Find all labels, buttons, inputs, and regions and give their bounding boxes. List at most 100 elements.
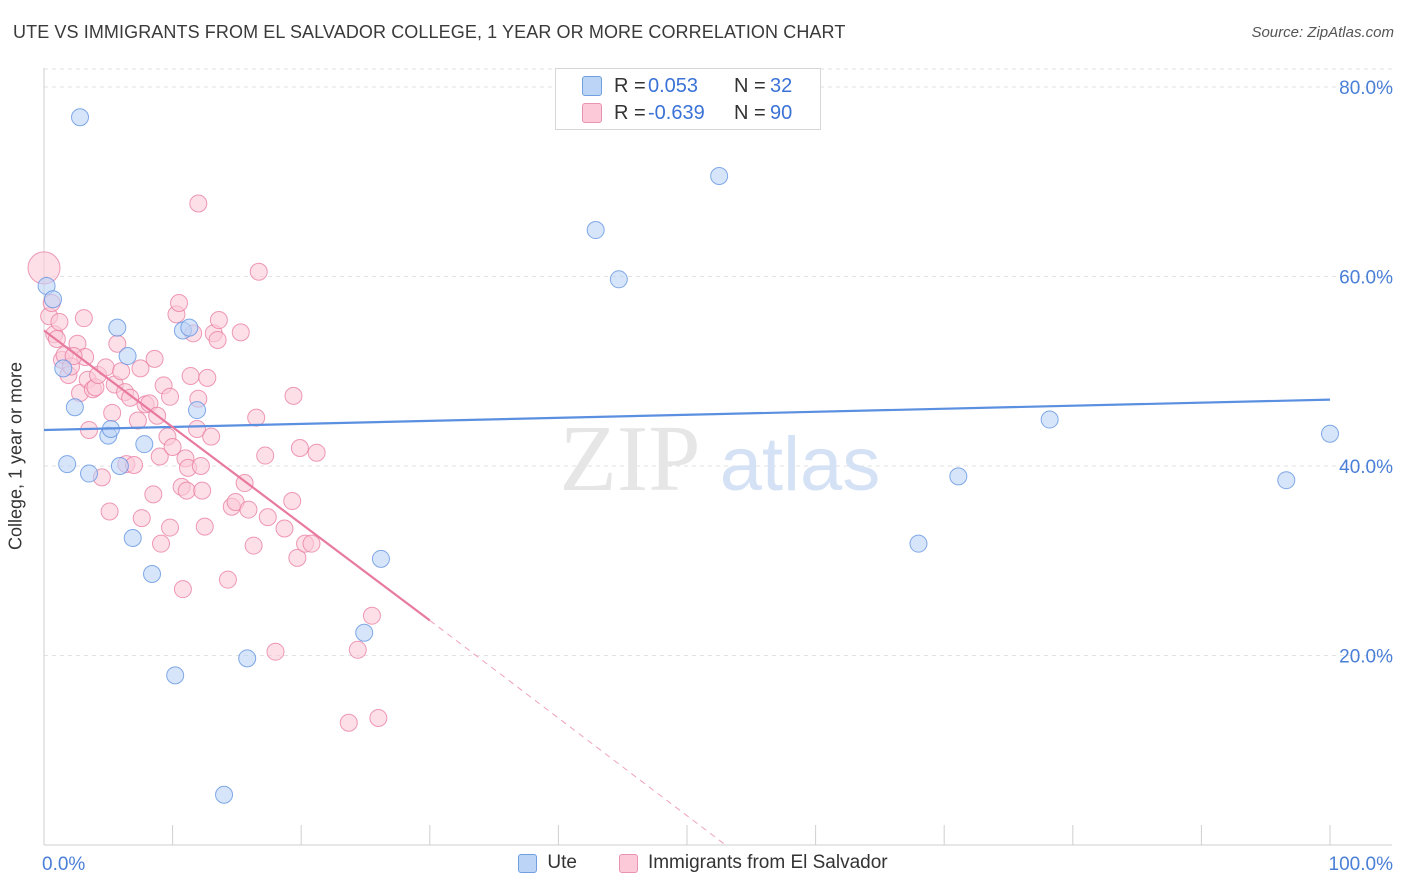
- legend: Ute Immigrants from El Salvador: [0, 852, 1406, 874]
- point-immigrants: [239, 500, 258, 519]
- point-immigrants: [188, 420, 207, 439]
- trend-extension-immigrants: [429, 620, 726, 846]
- point-immigrants: [50, 312, 69, 331]
- point-ute: [80, 464, 99, 483]
- stats-swatch-immigrants: [582, 103, 602, 123]
- point-immigrants: [348, 640, 367, 659]
- point-immigrants: [64, 347, 83, 366]
- legend-swatch-immigrants: [618, 853, 638, 873]
- trend-line-immigrants: [43, 329, 431, 622]
- point-immigrants: [144, 485, 163, 504]
- point-immigrants: [152, 534, 171, 553]
- point-ute: [710, 167, 729, 186]
- point-ute: [355, 623, 374, 642]
- point-immigrants: [244, 536, 263, 555]
- point-ute: [54, 359, 73, 378]
- point-ute: [215, 785, 234, 804]
- trend-line-ute: [43, 398, 1331, 432]
- point-immigrants: [195, 517, 214, 536]
- axes: [43, 68, 1392, 846]
- point-ute: [118, 347, 137, 366]
- point-ute: [609, 270, 628, 289]
- grid-lines: [44, 68, 1392, 656]
- point-ute: [1040, 410, 1059, 429]
- legend-label-immigrants: Immigrants from El Salvador: [647, 852, 888, 873]
- point-ute: [238, 649, 257, 668]
- stats-r-label: R =: [614, 102, 646, 124]
- point-ute: [949, 467, 968, 486]
- point-immigrants: [266, 642, 285, 661]
- point-ute: [909, 534, 928, 553]
- stats-n-value: 32: [770, 75, 793, 97]
- stats-n-label: N =: [734, 75, 766, 97]
- point-ute: [135, 435, 154, 454]
- point-ute: [166, 666, 185, 685]
- point-immigrants: [202, 427, 221, 446]
- point-immigrants: [198, 368, 217, 387]
- stats-n-value: 90: [770, 102, 793, 124]
- point-ute: [123, 528, 142, 547]
- watermark-zip: ZIP: [560, 407, 701, 511]
- point-immigrants: [258, 508, 277, 527]
- y-tick-label: 40.0%: [1339, 457, 1393, 478]
- point-immigrants: [369, 709, 388, 728]
- point-immigrants: [189, 194, 208, 213]
- point-immigrants: [132, 509, 151, 528]
- point-immigrants: [209, 311, 228, 330]
- stats-swatch-ute: [582, 76, 602, 96]
- point-immigrants: [161, 387, 180, 406]
- point-ute: [1277, 471, 1296, 490]
- point-immigrants: [288, 548, 307, 567]
- point-immigrants: [231, 323, 250, 342]
- legend-item-immigrants[interactable]: Immigrants from El Salvador: [618, 852, 888, 874]
- stats-r-label: R =: [614, 75, 646, 97]
- point-immigrants: [112, 362, 131, 381]
- stats-r-value: 0.053: [648, 75, 699, 97]
- x-tick-label: 0.0%: [42, 854, 85, 875]
- point-immigrants: [145, 349, 164, 368]
- point-immigrants: [307, 443, 326, 462]
- point-ute: [180, 318, 199, 337]
- series-ute-points: [37, 108, 1339, 804]
- legend-label-ute: Ute: [547, 852, 577, 873]
- point-ute: [65, 398, 84, 417]
- watermark-atlas: atlas: [720, 422, 881, 507]
- tick-labels: 20.0% 40.0% 60.0% 80.0% 0.0% 100.0%: [42, 78, 1393, 875]
- point-immigrants: [256, 446, 275, 465]
- point-immigrants: [275, 519, 294, 538]
- source-label: Source: ZipAtlas.com: [1251, 24, 1394, 41]
- point-immigrants: [302, 534, 321, 553]
- point-immigrants: [339, 713, 358, 732]
- point-immigrants: [208, 330, 227, 349]
- point-immigrants: [173, 580, 192, 599]
- point-immigrants: [121, 388, 140, 407]
- series-immigrants-points: [27, 194, 388, 732]
- point-ute: [71, 108, 90, 127]
- point-immigrants: [161, 518, 180, 537]
- point-immigrants: [247, 408, 266, 427]
- legend-swatch-ute: [518, 853, 538, 873]
- watermark: ZIP atlas: [560, 407, 881, 511]
- y-tick-label: 60.0%: [1339, 267, 1393, 288]
- point-immigrants: [100, 502, 119, 521]
- point-ute: [44, 290, 63, 309]
- point-immigrants: [218, 570, 237, 589]
- y-axis-label: College, 1 year or more: [5, 361, 26, 551]
- point-ute: [143, 564, 162, 583]
- x-tick-label: 100.0%: [1329, 854, 1394, 875]
- y-tick-label: 20.0%: [1339, 646, 1393, 667]
- point-immigrants: [170, 293, 189, 312]
- point-immigrants: [177, 481, 196, 500]
- point-ute: [58, 455, 77, 474]
- point-immigrants: [131, 359, 150, 378]
- point-immigrants: [103, 403, 122, 422]
- point-immigrants: [290, 438, 309, 457]
- point-immigrants: [283, 492, 302, 511]
- stats-box: R = 0.053 N = 32 R = -0.639 N = 90: [555, 68, 821, 130]
- legend-item-ute[interactable]: Ute: [518, 852, 577, 874]
- stats-r-value: -0.639: [648, 102, 705, 124]
- point-immigrants: [191, 456, 210, 475]
- stats-n-label: N =: [734, 102, 766, 124]
- point-ute: [188, 401, 207, 420]
